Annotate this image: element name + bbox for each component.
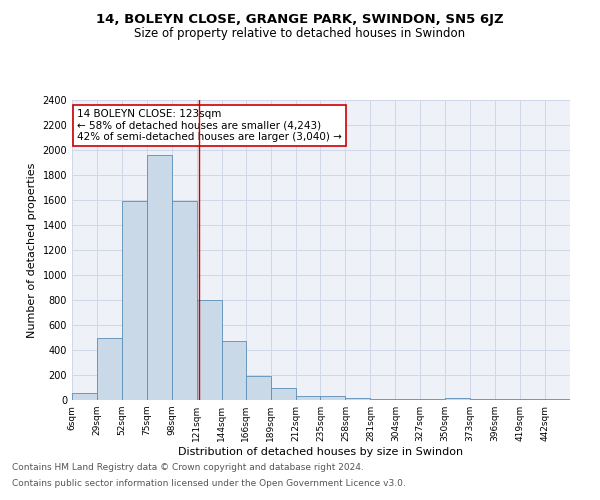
Bar <box>97 338 122 400</box>
Text: Size of property relative to detached houses in Swindon: Size of property relative to detached ho… <box>134 28 466 40</box>
X-axis label: Distribution of detached houses by size in Swindon: Distribution of detached houses by size … <box>178 447 464 457</box>
Text: 14, BOLEYN CLOSE, GRANGE PARK, SWINDON, SN5 6JZ: 14, BOLEYN CLOSE, GRANGE PARK, SWINDON, … <box>96 12 504 26</box>
Y-axis label: Number of detached properties: Number of detached properties <box>27 162 37 338</box>
Text: Contains HM Land Registry data © Crown copyright and database right 2024.: Contains HM Land Registry data © Crown c… <box>12 464 364 472</box>
Bar <box>197 300 222 400</box>
Bar <box>395 399 420 400</box>
Bar <box>445 398 470 400</box>
Bar <box>122 201 147 400</box>
Bar <box>370 399 395 400</box>
Bar <box>147 155 172 400</box>
Bar <box>222 341 245 400</box>
Bar <box>72 393 97 400</box>
Text: 14 BOLEYN CLOSE: 123sqm
← 58% of detached houses are smaller (4,243)
42% of semi: 14 BOLEYN CLOSE: 123sqm ← 58% of detache… <box>77 109 342 142</box>
Bar <box>172 201 197 400</box>
Bar <box>245 376 271 400</box>
Bar <box>346 398 370 400</box>
Text: Contains public sector information licensed under the Open Government Licence v3: Contains public sector information licen… <box>12 478 406 488</box>
Bar <box>320 396 346 400</box>
Bar <box>271 388 296 400</box>
Bar <box>296 396 320 400</box>
